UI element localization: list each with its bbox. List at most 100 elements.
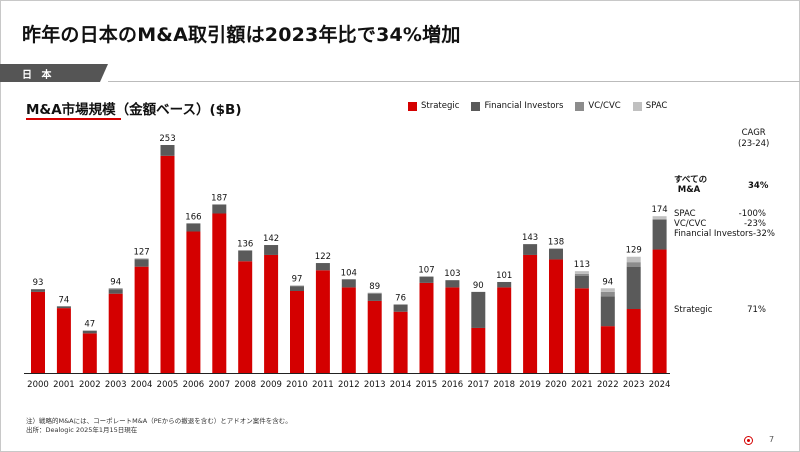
bar-segment-strategic-2003: [108, 293, 123, 373]
company-logo-icon: [744, 436, 753, 445]
bar-segment-vccvc-2004: [134, 258, 149, 260]
data-label-2004: 127: [133, 248, 149, 258]
bar-segment-strategic-2011: [315, 270, 330, 373]
data-label-2011: 122: [315, 252, 331, 262]
x-tick-label-2010: 2010: [286, 380, 308, 390]
x-tick-label-2001: 2001: [53, 380, 75, 390]
legend-swatch-strategic: [408, 101, 417, 111]
cagr-row-label: Financial Investors: [674, 229, 753, 239]
data-label-2020: 138: [548, 238, 564, 248]
x-tick-label-2018: 2018: [493, 380, 515, 390]
bar-segment-strategic-2024: [652, 249, 667, 373]
bar-segment-strategic-2008: [238, 261, 253, 373]
x-tick-label-2007: 2007: [208, 380, 230, 390]
bar-segment-financial-2008: [238, 250, 253, 262]
cagr-row-strategic: Strategic 71%: [674, 305, 766, 315]
bar-segment-financial-2019: [523, 244, 538, 255]
bar-segment-financial-2010: [290, 286, 304, 291]
x-tick-label-2022: 2022: [597, 380, 619, 390]
footnote-note: 注）戦略的M&Aには、コーポレートM&A（PEからの撤退を含む）とアドオン案件を…: [26, 417, 292, 425]
x-tick-label-2004: 2004: [131, 380, 153, 390]
legend-label-vccvc: VC/CVC: [588, 101, 621, 111]
data-label-2016: 103: [444, 269, 460, 279]
x-tick-label-2023: 2023: [623, 380, 645, 390]
cagr-row-label: Strategic: [674, 305, 713, 315]
x-tick-label-2006: 2006: [183, 380, 205, 390]
x-tick-label-2014: 2014: [390, 380, 412, 390]
bar-segment-strategic-2015: [419, 282, 434, 373]
legend-label-strategic: Strategic: [421, 101, 460, 111]
data-label-2022: 94: [602, 277, 613, 287]
bar-segment-strategic-2019: [523, 254, 538, 373]
cagr-row-value: -100%: [738, 209, 766, 219]
legend-item-spac: SPAC: [632, 101, 667, 111]
bar-segment-financial-2001: [56, 306, 71, 309]
cagr-row-label: VC/CVC: [674, 219, 707, 229]
legend-item-vccvc: VC/CVC: [575, 101, 621, 111]
bar-segment-strategic-2009: [264, 254, 279, 373]
bar-segment-strategic-2012: [341, 287, 356, 373]
x-tick-label-2011: 2011: [312, 380, 334, 390]
bar-segment-financial-2023: [626, 266, 641, 310]
bar-segment-financial-2021: [574, 275, 589, 289]
bar-segment-strategic-2004: [134, 266, 149, 373]
cagr-header-line2: (23-24): [738, 139, 770, 149]
cagr-all-label: すべての M&A: [674, 175, 707, 195]
data-label-2008: 136: [237, 239, 253, 249]
bar-segment-strategic-2007: [212, 213, 227, 373]
slide-title: 昨年の日本のM&A取引額は2023年比で34%増加: [22, 24, 461, 46]
data-label-2015: 107: [418, 266, 434, 276]
region-divider: [108, 81, 800, 82]
bar-segment-financial-2016: [445, 280, 460, 288]
bar-segment-strategic-2014: [393, 311, 408, 373]
cagr-row-spac: SPAC -100%: [674, 209, 766, 219]
cagr-all-label-line2: M&A: [677, 185, 701, 195]
bar-segment-financial-2024: [652, 219, 667, 250]
bar-segment-financial-2004: [134, 259, 149, 267]
bar-segment-strategic-2010: [290, 290, 304, 373]
x-tick-label-2013: 2013: [364, 380, 386, 390]
bar-segment-strategic-2001: [56, 308, 71, 373]
legend-label-financial: Financial Investors: [484, 101, 564, 111]
bar-segment-vccvc-2023: [626, 262, 641, 267]
cagr-header: CAGR (23-24): [738, 128, 769, 150]
x-tick-label-2005: 2005: [157, 380, 179, 390]
bar-segment-strategic-2005: [160, 155, 175, 373]
x-tick-label-2017: 2017: [467, 380, 489, 390]
bar-segment-strategic-2017: [471, 327, 486, 373]
bar-segment-financial-2022: [600, 296, 615, 327]
cagr-row-vccvc: VC/CVC -23%: [674, 219, 766, 229]
legend-item-strategic: Strategic: [408, 101, 459, 111]
bar-segment-financial-2009: [264, 245, 279, 255]
footnote-source: 出所：Dealogic 2025年1月15日現在: [26, 426, 138, 434]
bar-segment-financial-2003: [108, 289, 123, 294]
bar-segment-vccvc-2024: [652, 218, 667, 220]
data-label-2013: 89: [369, 282, 380, 292]
bar-segment-strategic-2013: [367, 300, 382, 373]
bar-segment-strategic-2006: [186, 231, 201, 373]
bar-segment-vccvc-2013: [367, 292, 382, 294]
bar-segment-financial-2006: [186, 223, 201, 232]
bar-segment-spac-2022: [600, 288, 615, 292]
chart-legend: Strategic Financial Investors VC/CVC SPA…: [408, 101, 667, 111]
x-tick-label-2009: 2009: [260, 380, 282, 390]
bar-segment-strategic-2022: [600, 326, 615, 373]
bar-segment-financial-2015: [419, 276, 434, 283]
bar-segment-financial-2011: [315, 263, 330, 271]
data-label-2012: 104: [341, 268, 357, 278]
bar-segment-strategic-2000: [31, 291, 45, 373]
data-label-2024: 174: [651, 205, 667, 215]
bar-segment-financial-2012: [341, 279, 356, 288]
legend-item-financial: Financial Investors: [471, 101, 563, 111]
bar-segment-financial-2005: [160, 145, 175, 156]
x-tick-label-2003: 2003: [105, 380, 127, 390]
legend-swatch-vccvc: [575, 101, 585, 111]
region-tab-corner: [100, 64, 108, 82]
x-tick-label-2021: 2021: [571, 380, 593, 390]
legend-swatch-financial: [471, 101, 481, 111]
data-label-2002: 47: [84, 320, 95, 330]
cagr-row-label: SPAC: [674, 209, 696, 219]
bar-segment-financial-2013: [367, 293, 382, 301]
bar-segment-strategic-2018: [497, 287, 512, 373]
cagr-row-value: -32%: [752, 229, 775, 239]
